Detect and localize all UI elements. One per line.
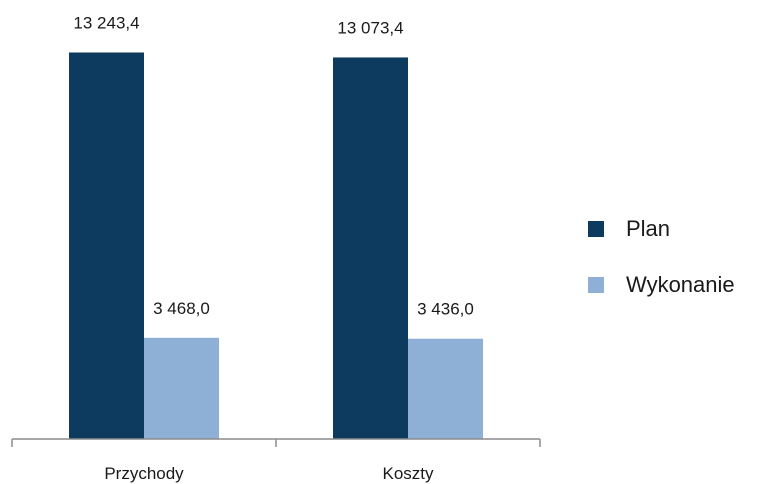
legend: Plan Wykonanie [588,216,735,297]
legend-swatch-wykonanie [588,277,604,293]
category-labels: Przychody Koszty [104,464,434,483]
category-label-koszty: Koszty [382,464,434,483]
data-labels-layer: 13 243,4 3 468,0 13 073,4 3 436,0 [73,13,473,318]
data-label-wykonanie-koszty: 3 436,0 [417,300,474,319]
legend-label-wykonanie: Wykonanie [626,272,735,297]
bars-layer [69,52,483,439]
bar-plan-przychody [69,52,144,439]
category-label-przychody: Przychody [104,464,184,483]
bar-plan-koszty [333,57,408,439]
x-axis-ticks [11,439,541,447]
data-label-plan-koszty: 13 073,4 [337,18,403,37]
data-label-plan-przychody: 13 243,4 [73,13,139,32]
legend-swatch-plan [588,221,604,237]
bar-wykonanie-przychody [144,337,219,439]
legend-label-plan: Plan [626,216,670,241]
bar-wykonanie-koszty [408,338,483,439]
data-label-wykonanie-przychody: 3 468,0 [153,299,210,318]
